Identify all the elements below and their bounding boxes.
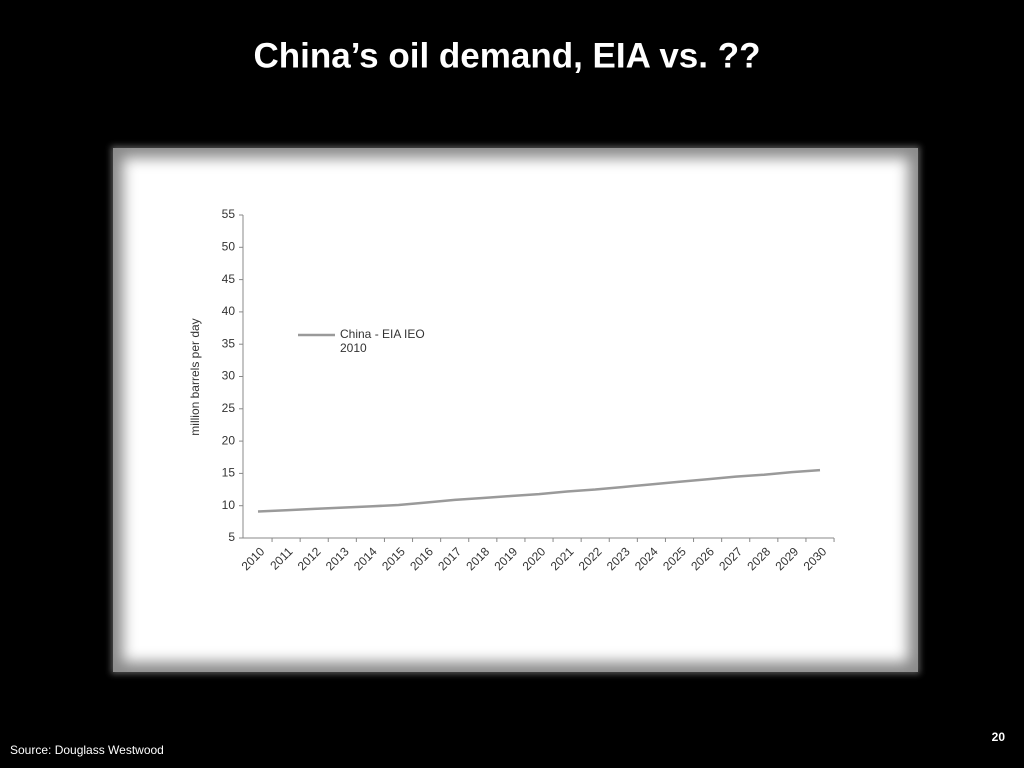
x-tick-label: 2013	[323, 544, 352, 573]
y-tick-label: 45	[222, 272, 236, 286]
x-tick-label: 2022	[576, 544, 605, 573]
y-tick-label: 50	[222, 239, 236, 253]
y-tick-label: 55	[222, 207, 236, 221]
slide-title: China’s oil demand, EIA vs. ??	[254, 36, 761, 75]
y-tick-label: 30	[222, 369, 236, 383]
x-tick-label: 2021	[548, 544, 577, 573]
y-tick-label: 20	[222, 433, 236, 447]
x-tick-label: 2012	[295, 544, 324, 573]
x-tick-label: 2028	[744, 544, 773, 573]
x-tick-label: 2020	[520, 544, 549, 573]
x-tick-label: 2027	[716, 544, 745, 573]
chart-frame	[113, 148, 918, 672]
x-tick-label: 2016	[407, 544, 436, 573]
x-tick-label: 2026	[688, 544, 717, 573]
x-tick-label: 2014	[351, 544, 380, 573]
y-tick-label: 5	[228, 530, 235, 544]
x-tick-label: 2019	[491, 544, 520, 573]
x-tick-label: 2024	[632, 544, 661, 573]
x-tick-label: 2023	[604, 544, 633, 573]
legend-label: China - EIA IEO 2010	[340, 327, 425, 355]
source: Source: Douglass Westwood	[10, 743, 164, 757]
x-tick-label: 2017	[435, 544, 464, 573]
y-tick-label: 15	[222, 466, 236, 480]
x-tick-label: 2018	[463, 544, 492, 573]
y-tick-label: 25	[222, 401, 236, 415]
y-axis-label: million barrels per day	[188, 318, 202, 435]
x-tick-label: 2011	[267, 544, 295, 572]
x-tick-label: 2015	[379, 544, 408, 573]
x-tick-label: 2030	[801, 544, 830, 573]
page-number: 20	[992, 730, 1006, 744]
y-tick-label: 40	[222, 304, 236, 318]
y-tick-label: 35	[222, 336, 236, 350]
data-line	[257, 468, 821, 513]
x-tick-label: 2025	[660, 544, 689, 573]
x-tick-label: 2029	[772, 544, 801, 573]
y-tick-label: 10	[222, 498, 236, 512]
x-tick-label: 2010	[239, 544, 268, 573]
